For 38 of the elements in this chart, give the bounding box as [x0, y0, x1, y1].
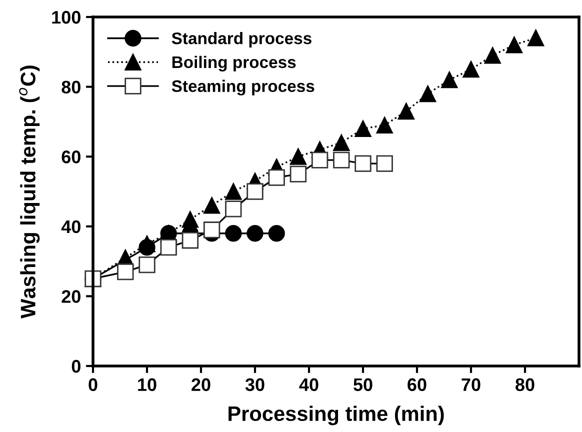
- x-axis-title: Processing time (min): [228, 406, 444, 426]
- y-tick-label: 80: [62, 80, 80, 94]
- point: [138, 236, 156, 252]
- x-tick-label: 10: [138, 378, 156, 392]
- y-tick-label: 20: [62, 290, 80, 303]
- point: [225, 225, 242, 242]
- x-tick-label: 50: [354, 378, 372, 392]
- point: [246, 225, 264, 242]
- point: [398, 102, 415, 120]
- x-tick-label: 70: [462, 378, 480, 392]
- point: [268, 225, 285, 242]
- x-tick-label: 0: [88, 378, 98, 392]
- legend-label: Steaming process: [172, 80, 314, 96]
- x-tick-label: 40: [299, 378, 318, 392]
- point: [527, 30, 544, 46]
- y-tick-label: 100: [52, 10, 80, 24]
- point: [462, 61, 480, 78]
- point: [225, 183, 242, 200]
- x-tick-label: 30: [245, 378, 264, 392]
- point: [290, 148, 307, 165]
- x-tick-label: 80: [516, 378, 534, 392]
- point: [419, 85, 436, 102]
- point: [333, 134, 350, 151]
- legend-label: Boiling process: [172, 56, 296, 72]
- y-tick-label: 0: [72, 360, 80, 373]
- point: [182, 211, 199, 228]
- y-tick-label: 60: [62, 150, 80, 164]
- point: [203, 197, 220, 214]
- y-tick-label: 40: [61, 220, 80, 234]
- point: [441, 71, 458, 88]
- point: [376, 116, 393, 134]
- point: [506, 36, 523, 54]
- x-tick-label: 60: [408, 378, 426, 392]
- x-tick-label: 20: [192, 378, 210, 392]
- point: [354, 120, 372, 138]
- legend-label: Standard process: [172, 32, 312, 48]
- y-axis-title: Washing liquid temp. ($^{o}$C): [19, 66, 40, 318]
- point: [484, 47, 501, 64]
